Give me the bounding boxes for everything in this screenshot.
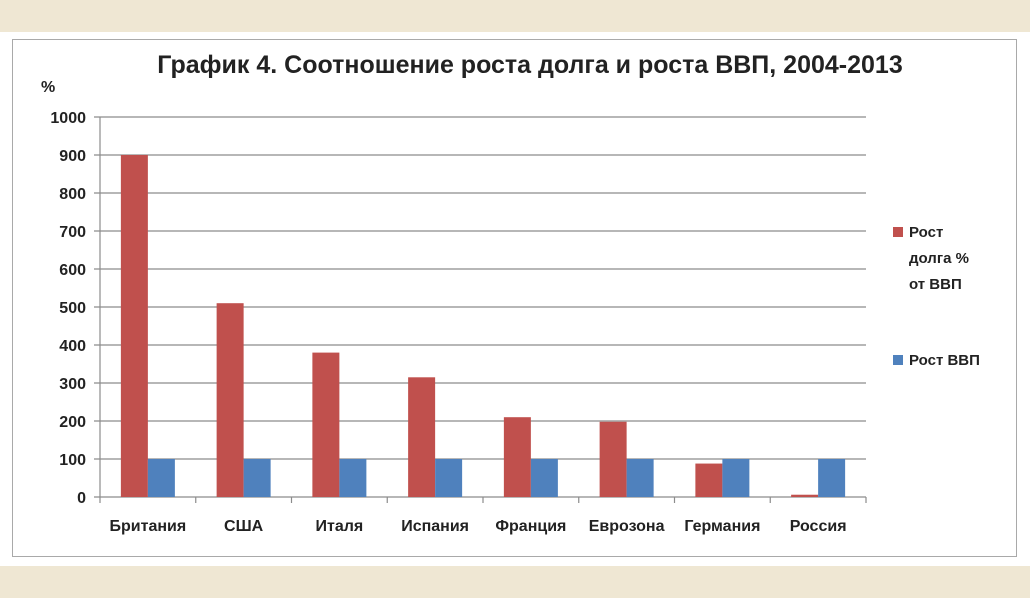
x-category-label: Россия (790, 518, 847, 535)
y-tick-label: 800 (59, 186, 86, 203)
y-axis-unit-label: % (41, 79, 55, 96)
legend-label-debt: долга % (909, 250, 969, 267)
bar-debt-6 (695, 463, 723, 497)
bar-gdp-5 (626, 459, 654, 497)
y-tick-label: 0 (77, 490, 86, 507)
legend-label-gdp: Рост ВВП (909, 352, 980, 369)
top-band (0, 0, 1030, 32)
bar-gdp-2 (339, 459, 367, 497)
bars (120, 155, 846, 497)
bar-debt-3 (408, 377, 436, 497)
bar-gdp-7 (818, 459, 846, 497)
x-category-label: Италя (316, 518, 364, 535)
bar-debt-1 (216, 303, 244, 497)
legend-label-debt: от ВВП (909, 276, 962, 293)
legend-label-debt: Рост (909, 224, 943, 241)
x-category-label: Британия (110, 518, 187, 535)
y-tick-label: 1000 (50, 110, 86, 127)
y-tick-label: 500 (59, 300, 86, 317)
bar-debt-4 (503, 417, 531, 497)
y-tick-label: 400 (59, 338, 86, 355)
y-tick-label: 100 (59, 452, 86, 469)
x-category-label: Еврозона (589, 518, 665, 535)
legend: Рост долга % от ВВП Рост ВВП (893, 224, 980, 369)
y-tick-label: 600 (59, 262, 86, 279)
y-tick-label: 200 (59, 414, 86, 431)
bar-debt-7 (791, 494, 819, 497)
bar-gdp-0 (147, 459, 175, 497)
y-tick-label: 700 (59, 224, 86, 241)
x-category-label: США (224, 518, 264, 535)
y-axis-ticks: 0 100 200 300 400 500 600 700 800 900 1000 (50, 110, 86, 507)
bar-gdp-1 (243, 459, 271, 497)
bar-gdp-4 (530, 459, 558, 497)
bar-debt-0 (120, 155, 148, 497)
bar-gdp-3 (435, 459, 463, 497)
y-tick-label: 300 (59, 376, 86, 393)
legend-swatch-gdp (893, 355, 903, 365)
y-tick-label: 900 (59, 148, 86, 165)
x-category-label: Германия (684, 518, 760, 535)
gridlines (94, 116, 867, 503)
bar-debt-5 (599, 421, 627, 497)
bar-gdp-6 (722, 459, 750, 497)
bottom-band (0, 566, 1030, 598)
chart-title: График 4. Соотношение роста долга и рост… (157, 51, 902, 79)
bar-debt-2 (312, 352, 340, 497)
x-axis-labels: Британия США Италя Испания Франция Еврозона Ге… (110, 518, 847, 535)
x-category-label: Франция (495, 518, 566, 535)
legend-swatch-debt (893, 227, 903, 237)
x-category-label: Испания (401, 518, 469, 535)
